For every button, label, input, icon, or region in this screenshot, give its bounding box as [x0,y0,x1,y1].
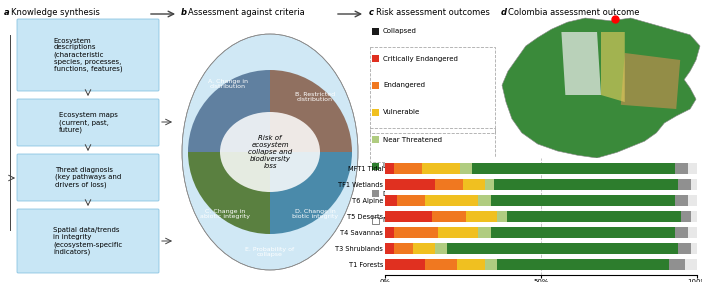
Text: Colombia assessment outcome: Colombia assessment outcome [508,8,640,17]
Polygon shape [562,32,601,95]
Bar [435,179,463,190]
Bar [394,163,422,174]
Text: Ecosystem
descriptions
(characteristic
species, processes,
functions, features): Ecosystem descriptions (characteristic s… [53,38,122,72]
Text: E. Probability of
collapse: E. Probability of collapse [246,246,295,257]
Bar [479,195,491,206]
Bar [438,227,479,238]
Text: Ecosystem maps
(current, past,
future): Ecosystem maps (current, past, future) [58,112,117,133]
Bar [472,163,675,174]
Bar [432,211,466,222]
Bar [507,211,682,222]
Bar [678,179,691,190]
Bar [678,243,691,254]
Bar [688,163,697,174]
Bar [394,227,438,238]
Text: A. Change in
distribution: A. Change in distribution [208,79,248,89]
Bar [372,28,379,35]
Text: a: a [4,8,10,17]
Polygon shape [502,18,700,158]
Bar [413,243,435,254]
Text: Least Concern: Least Concern [383,164,432,169]
Bar [497,211,507,222]
Bar [372,82,379,89]
Polygon shape [601,32,625,102]
Bar [385,227,394,238]
Bar [425,195,479,206]
Bar [385,179,435,190]
Bar [497,259,669,270]
Text: Spatial data/trends
in integrity
(ecosystem-specific
indicators): Spatial data/trends in integrity (ecosys… [53,227,123,255]
Bar [494,179,678,190]
Bar [394,243,413,254]
Bar [484,259,497,270]
Text: b: b [181,8,187,17]
Text: d: d [501,8,507,17]
Bar [425,259,456,270]
Text: Critically Endangered: Critically Endangered [383,56,458,61]
Ellipse shape [220,112,320,192]
Bar [422,163,460,174]
Text: Vulnerable: Vulnerable [383,109,420,116]
Bar [456,259,484,270]
FancyBboxPatch shape [17,209,159,273]
Text: Risk assessment outcomes: Risk assessment outcomes [376,8,490,17]
Bar [372,163,379,170]
Bar [385,195,397,206]
Text: Assessment against criteria: Assessment against criteria [188,8,305,17]
Wedge shape [188,152,270,234]
Bar [385,243,394,254]
Text: Risk of
ecosystem
collapse and
biodiversity
loss: Risk of ecosystem collapse and biodivers… [248,135,292,169]
Bar [435,243,447,254]
Text: c: c [369,8,374,17]
Bar [372,136,379,143]
Text: Collapsed: Collapsed [383,28,417,34]
Bar [372,55,379,62]
Bar [385,259,425,270]
Bar [682,211,691,222]
Bar [491,227,675,238]
Bar [675,163,688,174]
Bar [491,195,675,206]
Bar [463,179,484,190]
Bar [669,259,684,270]
Bar [460,163,472,174]
Text: Threat diagnosis
(key pathways and
drivers of loss): Threat diagnosis (key pathways and drive… [55,167,121,188]
Ellipse shape [182,34,358,270]
Bar [447,243,678,254]
Bar [484,179,494,190]
Text: B. Restricted
distribution: B. Restricted distribution [295,92,335,102]
Bar [479,227,491,238]
Bar [372,109,379,116]
FancyBboxPatch shape [17,154,159,201]
Bar [684,259,697,270]
Bar [675,195,688,206]
Text: C. Change in
abiotic integrity: C. Change in abiotic integrity [200,209,250,219]
Bar [691,243,697,254]
Bar [385,163,394,174]
Bar [688,195,697,206]
Wedge shape [188,70,270,152]
Text: D. Change in
biotic integrity: D. Change in biotic integrity [292,209,338,219]
Bar [397,195,425,206]
Bar [688,227,697,238]
Text: Data deficient: Data deficient [383,191,432,197]
Text: Knowledge synthesis: Knowledge synthesis [11,8,100,17]
FancyBboxPatch shape [17,19,159,91]
Bar [466,211,497,222]
Wedge shape [270,70,352,152]
Bar [385,211,432,222]
Polygon shape [621,53,680,109]
Text: Endangered: Endangered [383,83,425,89]
Bar [372,217,379,224]
Wedge shape [270,152,352,234]
Text: Not evaluated: Not evaluated [383,217,432,224]
Bar [691,211,697,222]
Bar [372,190,379,197]
Bar [675,227,688,238]
FancyBboxPatch shape [17,99,159,146]
Text: Near Threatened: Near Threatened [383,136,442,142]
Bar [691,179,697,190]
